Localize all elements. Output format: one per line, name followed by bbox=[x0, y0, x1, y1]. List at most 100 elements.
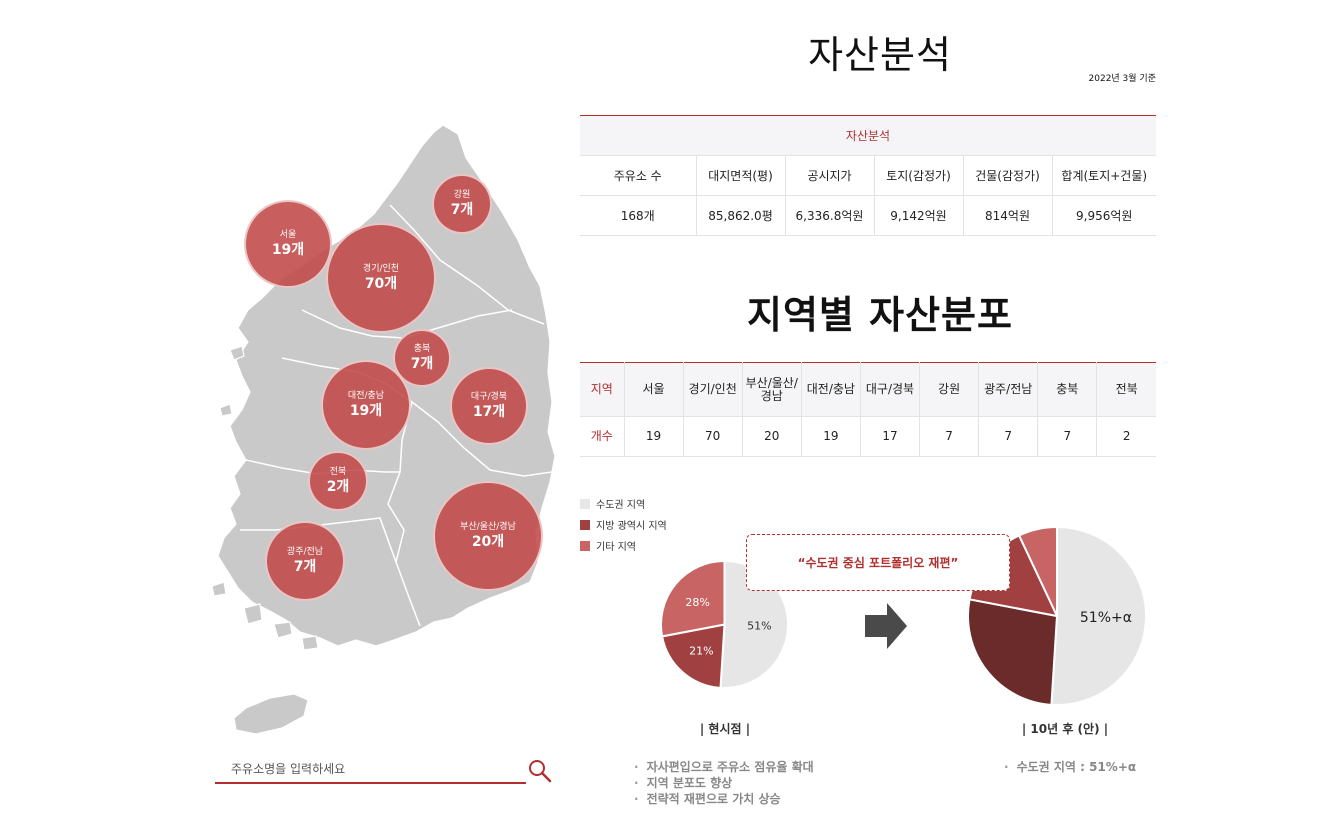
bubble-region-name: 충북 bbox=[413, 344, 431, 354]
bubble-region-name: 경기/인천 bbox=[362, 264, 400, 274]
region-name: 충북 bbox=[1037, 362, 1098, 417]
region-name: 강원 bbox=[919, 362, 980, 417]
legend-swatch bbox=[580, 519, 590, 530]
station-search-box bbox=[215, 756, 526, 784]
region-count: 20 bbox=[742, 416, 802, 457]
region-name: 전북 bbox=[1096, 362, 1156, 417]
region-count: 19 bbox=[624, 416, 684, 457]
region-name: 서울 bbox=[624, 362, 684, 417]
pie-slice-label: 21% bbox=[689, 644, 713, 657]
asset-value-land-appraisal: 9,142억원 bbox=[874, 195, 964, 236]
bubble-region-count: 7개 bbox=[450, 202, 474, 218]
arrow-right-icon bbox=[865, 603, 907, 649]
future-bullet-list: 수도권 지역 : 51%+α bbox=[1004, 759, 1137, 775]
bubble-region-count: 19개 bbox=[349, 403, 383, 419]
region-name: 부산/울산/경남 bbox=[742, 362, 802, 417]
as-of-date: 2022년 3월 기준 bbox=[1088, 74, 1156, 84]
page-title: 자산분석 bbox=[808, 33, 952, 77]
pie-slice bbox=[1050, 525, 1147, 706]
asset-header-official-price: 공시지가 bbox=[785, 155, 875, 196]
bubble-region-count: 20개 bbox=[471, 534, 505, 550]
region-count: 7 bbox=[919, 416, 980, 457]
region-count: 7 bbox=[978, 416, 1039, 457]
bubble-region-count: 7개 bbox=[293, 559, 317, 575]
asset-value-land-area: 85,862.0평 bbox=[696, 195, 786, 236]
legend-swatch bbox=[580, 498, 590, 509]
region-name: 대구/경북 bbox=[860, 362, 921, 417]
asset-value-official-price: 6,336.8억원 bbox=[785, 195, 875, 236]
region-count: 17 bbox=[860, 416, 921, 457]
region-distribution-table: 지역 서울 경기/인천 부산/울산/경남 대전/충남 대구/경북 강원 광주/전… bbox=[580, 362, 1156, 457]
pie-slice bbox=[660, 559, 726, 638]
search-icon bbox=[529, 760, 552, 783]
bullet-item: 지역 분포도 향상 bbox=[634, 775, 814, 791]
current-pie-caption: | 현시점 | bbox=[699, 722, 751, 736]
map-bubble-gangwon[interactable]: 강원 7개 bbox=[432, 174, 492, 234]
region-count: 7 bbox=[1037, 416, 1098, 457]
bubble-region-name: 강원 bbox=[453, 190, 471, 200]
bubble-region-count: 2개 bbox=[326, 479, 350, 495]
asset-value-building-appraisal: 814억원 bbox=[963, 195, 1053, 236]
pie-legend: 수도권 지역 지방 광역시 지역 기타 지역 bbox=[580, 493, 667, 556]
current-bullet-list: 자사편입으로 주유소 점유율 확대 지역 분포도 향상 전략적 재편으로 가치 … bbox=[634, 759, 814, 807]
map-bubble-daegu-gyeongbuk[interactable]: 대구/경북 17개 bbox=[450, 367, 528, 445]
pie-slice-label: 51%+α bbox=[1080, 610, 1132, 626]
pie-slice-label: 51% bbox=[747, 619, 771, 632]
region-count: 19 bbox=[801, 416, 861, 457]
bubble-region-name: 전북 bbox=[329, 467, 347, 477]
region-row-label: 지역 bbox=[580, 362, 625, 417]
legend-item: 수도권 지역 bbox=[580, 493, 667, 514]
portfolio-callout: “수도권 중심 포트폴리오 재편” bbox=[746, 534, 1010, 591]
map-bubble-jeonbuk[interactable]: 전북 2개 bbox=[308, 451, 368, 511]
asset-table-caption: 자산분석 bbox=[580, 115, 1156, 156]
asset-header-total: 합계(토지+건물) bbox=[1052, 155, 1156, 196]
korea-map: 서울 19개 경기/인천 70개 강원 7개 충북 7개 대전/충남 19개 대… bbox=[190, 110, 580, 760]
asset-analysis-table: 자산분석 주유소 수 대지면적(평) 공시지가 토지(감정가) 건물(감정가) … bbox=[580, 115, 1156, 236]
current-pie-chart: 51% 21% 28% bbox=[660, 559, 789, 689]
region-name: 경기/인천 bbox=[683, 362, 743, 417]
search-button[interactable] bbox=[527, 758, 553, 784]
region-name: 광주/전남 bbox=[978, 362, 1039, 417]
pie-slice-label: 28% bbox=[685, 596, 709, 609]
map-bubble-seoul[interactable]: 서울 19개 bbox=[244, 200, 332, 288]
legend-swatch bbox=[580, 540, 590, 551]
bubble-region-name: 서울 bbox=[279, 230, 297, 240]
map-bubble-gwangju-jeonnam[interactable]: 광주/전남 7개 bbox=[265, 521, 345, 601]
legend-label: 수도권 지역 bbox=[596, 500, 646, 511]
bubble-region-count: 7개 bbox=[410, 356, 434, 372]
bullet-item: 자사편입으로 주유소 점유율 확대 bbox=[634, 759, 814, 775]
count-row-label: 개수 bbox=[580, 416, 625, 457]
map-bubble-busan-ulsan-gyeongnam[interactable]: 부산/울산/경남 20개 bbox=[433, 481, 543, 591]
bubble-region-name: 대전/충남 bbox=[347, 391, 385, 401]
bubble-region-name: 부산/울산/경남 bbox=[460, 522, 516, 532]
pie-slice bbox=[660, 623, 726, 689]
legend-label: 지방 광역시 지역 bbox=[596, 521, 667, 532]
asset-value-station-count: 168개 bbox=[580, 195, 697, 236]
region-count: 70 bbox=[683, 416, 743, 457]
bubble-region-name: 광주/전남 bbox=[286, 547, 324, 557]
pie-slice bbox=[1017, 525, 1058, 617]
region-count: 2 bbox=[1096, 416, 1156, 457]
bubble-region-name: 대구/경북 bbox=[470, 392, 508, 402]
legend-item: 지방 광역시 지역 bbox=[580, 514, 667, 535]
pie-slice bbox=[967, 598, 1059, 706]
region-name: 대전/충남 bbox=[801, 362, 861, 417]
bubble-region-count: 70개 bbox=[364, 276, 398, 292]
asset-header-station-count: 주유소 수 bbox=[580, 155, 697, 196]
future-pie-caption: | 10년 후 (안) | bbox=[1021, 722, 1109, 736]
asset-value-total: 9,956억원 bbox=[1052, 195, 1156, 236]
bullet-item: 수도권 지역 : 51%+α bbox=[1004, 759, 1137, 775]
map-bubble-daejeon-chungnam[interactable]: 대전/충남 19개 bbox=[321, 360, 411, 450]
bubble-region-count: 17개 bbox=[472, 404, 506, 420]
region-section-title: 지역별 자산분포 bbox=[747, 293, 1013, 337]
station-search-input[interactable] bbox=[215, 756, 526, 782]
bubble-region-count: 19개 bbox=[271, 242, 305, 258]
legend-label: 기타 지역 bbox=[596, 542, 636, 553]
asset-header-land-area: 대지면적(평) bbox=[696, 155, 786, 196]
asset-header-land-appraisal: 토지(감정가) bbox=[874, 155, 964, 196]
legend-item: 기타 지역 bbox=[580, 535, 667, 556]
future-pie-chart: 51%+α bbox=[967, 525, 1147, 706]
asset-header-building-appraisal: 건물(감정가) bbox=[963, 155, 1053, 196]
map-bubble-gyeonggi-incheon[interactable]: 경기/인천 70개 bbox=[326, 223, 436, 333]
map-bubble-chungbuk[interactable]: 충북 7개 bbox=[393, 329, 451, 387]
